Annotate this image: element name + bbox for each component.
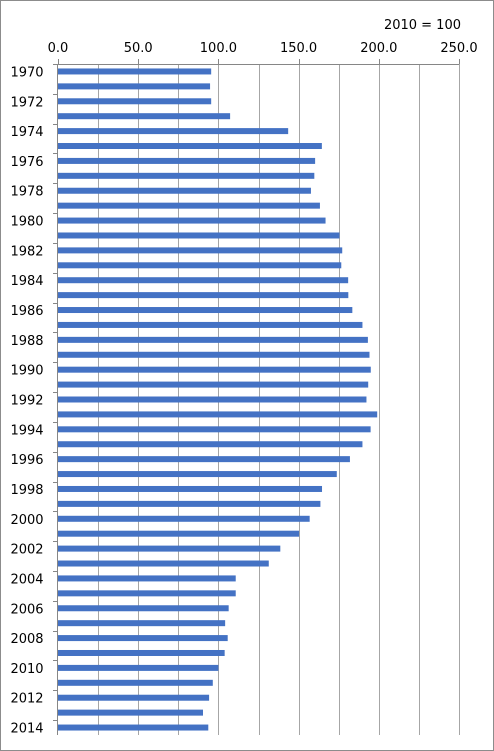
- category-label: 1990: [10, 364, 43, 379]
- category-label: 2006: [10, 602, 43, 617]
- bar-1989: [58, 351, 370, 358]
- bar-2004: [58, 575, 236, 582]
- category-label: 1972: [10, 95, 43, 110]
- bar-1980: [58, 217, 326, 224]
- category-label: 2000: [10, 513, 43, 528]
- bar-1992: [58, 396, 367, 403]
- bar-1977: [58, 172, 315, 179]
- category-label: 1994: [10, 423, 43, 438]
- category-labels: 1970 1972 1974 1976 1978 1980 1982 1984 1986 1988…: [10, 65, 43, 736]
- category-label: 2002: [10, 543, 43, 558]
- bar-2002: [58, 545, 281, 552]
- category-label: 1978: [10, 185, 43, 200]
- axes: [53, 59, 460, 735]
- bar-1990: [58, 366, 371, 373]
- bar-1981: [58, 232, 340, 239]
- bar-1978: [58, 187, 311, 194]
- bar-1983: [58, 262, 342, 269]
- bar-1995: [58, 441, 363, 448]
- x-tick-label: 250.0: [440, 41, 477, 56]
- bar-2009: [58, 649, 225, 656]
- bar-1991: [58, 381, 369, 388]
- category-label: 1988: [10, 334, 43, 349]
- x-tick-label: 50.0: [124, 41, 153, 56]
- category-label: 2004: [10, 572, 43, 587]
- bar-1988: [58, 336, 368, 343]
- bar-2001: [58, 530, 300, 537]
- bar-2000: [58, 515, 310, 522]
- category-label: 1970: [10, 65, 43, 80]
- bar-1997: [58, 471, 337, 478]
- x-tick-label: 150.0: [280, 41, 317, 56]
- category-label: 1996: [10, 453, 43, 468]
- bar-2010: [58, 664, 219, 671]
- bar-1974: [58, 128, 289, 135]
- category-label: 1992: [10, 394, 43, 409]
- x-tick-label: 0.0: [48, 41, 69, 56]
- x-tick-labels: 0.0 50.0 100.0 150.0 200.0 250.0: [48, 41, 478, 56]
- bar-2014: [58, 724, 209, 731]
- bar-1972: [58, 98, 212, 105]
- bar-1994: [58, 426, 371, 433]
- category-label: 1982: [10, 244, 43, 259]
- category-label: 1974: [10, 125, 43, 140]
- bar-2011: [58, 679, 213, 686]
- bar-2007: [58, 620, 226, 627]
- category-label: 1986: [10, 304, 43, 319]
- bar-2008: [58, 635, 228, 642]
- bar-1986: [58, 307, 353, 314]
- category-label: 2012: [10, 692, 43, 707]
- bar-1996: [58, 456, 350, 463]
- bar-1979: [58, 202, 320, 209]
- bar-2012: [58, 694, 210, 701]
- bar-1987: [58, 321, 363, 328]
- bar-1984: [58, 277, 349, 284]
- bar-1998: [58, 485, 323, 492]
- bar-1993: [58, 411, 378, 418]
- bar-2013: [58, 709, 203, 716]
- category-label: 1980: [10, 215, 43, 230]
- category-label: 1984: [10, 274, 43, 289]
- bar-1982: [58, 247, 343, 254]
- bar-1999: [58, 500, 321, 507]
- bar-2005: [58, 590, 236, 597]
- category-label: 2010: [10, 662, 43, 677]
- bars: [58, 68, 378, 731]
- index-base-note: 2010 = 100: [384, 18, 461, 33]
- bar-1970: [58, 68, 212, 75]
- bar-1975: [58, 143, 322, 150]
- bar-1985: [58, 292, 349, 299]
- x-tick-label: 200.0: [360, 41, 397, 56]
- category-label: 1998: [10, 483, 43, 498]
- bar-1976: [58, 157, 316, 164]
- category-label: 2014: [10, 722, 43, 737]
- bar-1971: [58, 83, 211, 90]
- bar-2006: [58, 605, 229, 612]
- bar-2003: [58, 560, 269, 567]
- category-label: 2008: [10, 632, 43, 647]
- x-tick-label: 100.0: [200, 41, 237, 56]
- category-label: 1976: [10, 155, 43, 170]
- bar-1973: [58, 113, 231, 120]
